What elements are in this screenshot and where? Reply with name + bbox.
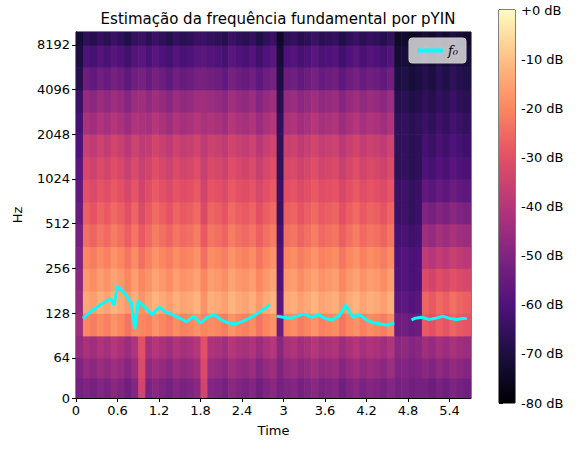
svg-text:1.8: 1.8: [190, 403, 211, 418]
svg-text:2.4: 2.4: [232, 403, 253, 418]
svg-text:1024: 1024: [37, 171, 70, 186]
svg-text:2048: 2048: [37, 127, 70, 142]
svg-text:Hz: Hz: [10, 207, 25, 224]
svg-text:64: 64: [53, 350, 70, 365]
svg-text:Estimação da frequência fundam: Estimação da frequência fundamental por …: [101, 10, 456, 28]
svg-text:0: 0: [72, 403, 80, 418]
svg-text:8192: 8192: [37, 37, 70, 52]
svg-text:3.6: 3.6: [315, 403, 336, 418]
svg-text:-40 dB: -40 dB: [521, 199, 564, 214]
svg-text:Time: Time: [257, 423, 290, 438]
svg-text:-10 dB: -10 dB: [521, 52, 564, 67]
svg-text:128: 128: [45, 306, 70, 321]
svg-text:-70 dB: -70 dB: [521, 346, 564, 361]
svg-text:256: 256: [45, 261, 70, 276]
svg-text:0: 0: [62, 391, 70, 406]
svg-text:512: 512: [45, 216, 70, 231]
svg-text:f₀: f₀: [447, 43, 459, 58]
svg-text:1.2: 1.2: [149, 403, 170, 418]
svg-text:-20 dB: -20 dB: [521, 101, 564, 116]
svg-text:4.2: 4.2: [356, 403, 377, 418]
svg-text:0.6: 0.6: [107, 403, 128, 418]
svg-text:5.4: 5.4: [439, 403, 460, 418]
svg-text:3: 3: [279, 403, 287, 418]
svg-text:-50 dB: -50 dB: [521, 248, 564, 263]
svg-text:-80 dB: -80 dB: [521, 396, 564, 411]
svg-text:-60 dB: -60 dB: [521, 297, 564, 312]
svg-text:4.8: 4.8: [398, 403, 419, 418]
svg-text:-30 dB: -30 dB: [521, 150, 564, 165]
svg-text:+0 dB: +0 dB: [521, 3, 561, 18]
svg-text:4096: 4096: [37, 82, 70, 97]
